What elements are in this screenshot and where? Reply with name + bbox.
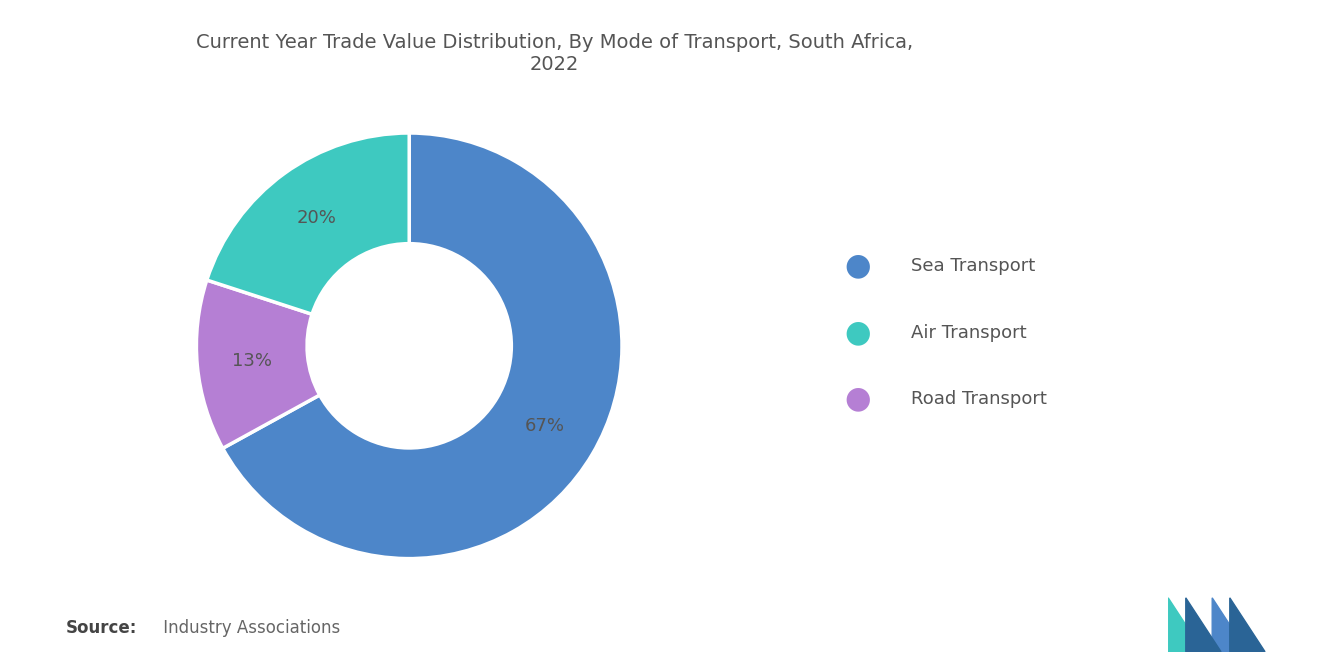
Wedge shape — [197, 280, 319, 448]
Text: 67%: 67% — [525, 417, 565, 435]
Text: ●: ● — [845, 318, 871, 347]
Text: ●: ● — [845, 384, 871, 414]
Polygon shape — [1168, 598, 1204, 652]
Wedge shape — [223, 133, 622, 559]
Text: 20%: 20% — [297, 209, 337, 227]
Text: Industry Associations: Industry Associations — [158, 619, 341, 638]
Polygon shape — [1230, 598, 1265, 652]
Polygon shape — [1185, 598, 1221, 652]
Text: Sea Transport: Sea Transport — [911, 257, 1035, 275]
Text: ●: ● — [845, 251, 871, 281]
Wedge shape — [207, 133, 409, 315]
Polygon shape — [1212, 598, 1247, 652]
Text: Road Transport: Road Transport — [911, 390, 1047, 408]
Text: Source:: Source: — [66, 619, 137, 638]
Text: 13%: 13% — [232, 352, 272, 370]
Text: Air Transport: Air Transport — [911, 323, 1027, 342]
Text: Current Year Trade Value Distribution, By Mode of Transport, South Africa,
2022: Current Year Trade Value Distribution, B… — [195, 33, 913, 74]
